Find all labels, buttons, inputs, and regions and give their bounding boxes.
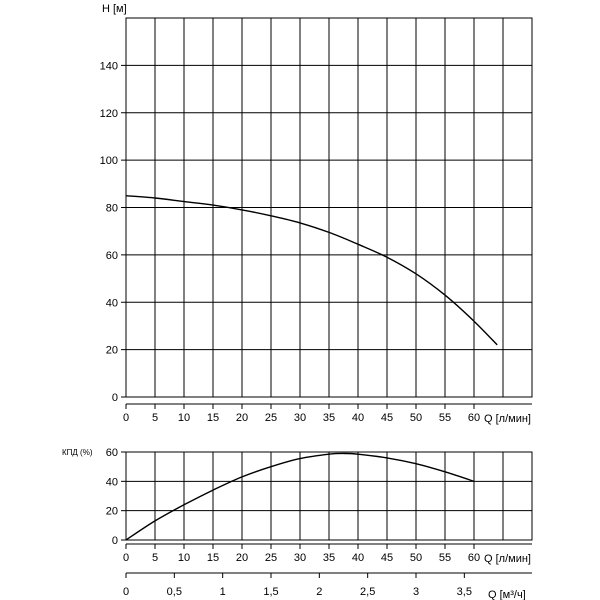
x-tick-label: 0	[123, 412, 129, 424]
x-tick-label: 40	[352, 412, 364, 424]
x-tick-label: 50	[410, 412, 422, 424]
efficiency-x-tick-labels: 0 5 10 15 20 25 30 35 40 45 50 55 60	[123, 543, 532, 564]
x-tick-label: 30	[294, 552, 306, 564]
x-tick-label: 55	[439, 412, 451, 424]
head-grid	[126, 18, 532, 397]
flow-m3h-tick-label: 1	[220, 586, 226, 598]
x-tick-label: 50	[410, 552, 422, 564]
x-tick-label: 15	[207, 412, 219, 424]
y-tick-label: 60	[106, 250, 118, 262]
x-tick-label: 60	[468, 552, 480, 564]
x-tick-label: 10	[178, 412, 190, 424]
head-chart: 0 20 40 60 80 100 120 140 0 5 10 15 20 25 30 35 40 45 50 5…	[100, 3, 533, 425]
y-tick-label: 0	[112, 392, 118, 404]
efficiency-y-axis-label: КПД (%)	[62, 448, 93, 457]
y-tick-label: 100	[100, 155, 118, 167]
x-tick-label: 20	[236, 412, 248, 424]
y-tick-label: 80	[106, 203, 118, 215]
flow-m3h-tick-label: 0,5	[167, 586, 182, 598]
y-tick-label: 120	[100, 108, 118, 120]
efficiency-x-axis-label: Q [л/мин]	[484, 553, 531, 565]
y-tick-label: 40	[106, 297, 118, 309]
x-tick-label: 0	[123, 552, 129, 564]
x-tick-label: 15	[207, 552, 219, 564]
flow-m3h-ticks: 0 0,5 1 1,5 2 2,5 3 3,5	[123, 573, 472, 598]
y-tick-label: 140	[100, 60, 118, 72]
y-tick-label: 20	[106, 345, 118, 357]
y-tick-label: 20	[106, 506, 118, 518]
flow-m3h-tick-label: 0	[123, 586, 129, 598]
head-x-axis-label: Q [л/мин]	[484, 413, 531, 425]
efficiency-curve	[125, 452, 475, 541]
x-tick-label: 10	[178, 552, 190, 564]
x-tick-label: 5	[152, 552, 158, 564]
flow-m3h-tick-label: 1,5	[263, 586, 278, 598]
x-tick-label: 30	[294, 412, 306, 424]
x-tick-label: 40	[352, 552, 364, 564]
head-curve	[125, 195, 498, 346]
x-tick-label: 5	[152, 412, 158, 424]
flow-m3h-tick-label: 3,5	[457, 586, 472, 598]
x-tick-label: 45	[381, 552, 393, 564]
y-tick-label: 60	[106, 447, 118, 459]
y-tick-label: 40	[106, 476, 118, 488]
flow-m3h-axis-label: Q [м³/ч]	[488, 589, 526, 600]
flow-m3h-tick-label: 2,5	[360, 586, 375, 598]
x-tick-label: 25	[265, 412, 277, 424]
efficiency-plot-frame	[125, 451, 533, 541]
head-y-tick-labels: 0 20 40 60 80 100 120 140	[100, 60, 126, 404]
head-y-axis-label: H [м]	[102, 3, 127, 15]
x-tick-label: 35	[323, 552, 335, 564]
x-tick-label: 45	[381, 412, 393, 424]
efficiency-grid	[126, 452, 532, 540]
flow-m3h-tick-label: 3	[413, 586, 419, 598]
x-tick-label: 25	[265, 552, 277, 564]
y-tick-label: 0	[112, 535, 118, 547]
x-tick-label: 35	[323, 412, 335, 424]
x-tick-label: 60	[468, 412, 480, 424]
x-tick-label: 20	[236, 552, 248, 564]
head-x-tick-labels: 0 5 10 15 20 25 30 35 40 45 50 55 60	[123, 403, 532, 424]
efficiency-y-tick-labels: 0 20 40 60	[106, 447, 126, 547]
x-tick-label: 55	[439, 552, 451, 564]
flow-m3h-tick-label: 2	[316, 586, 322, 598]
